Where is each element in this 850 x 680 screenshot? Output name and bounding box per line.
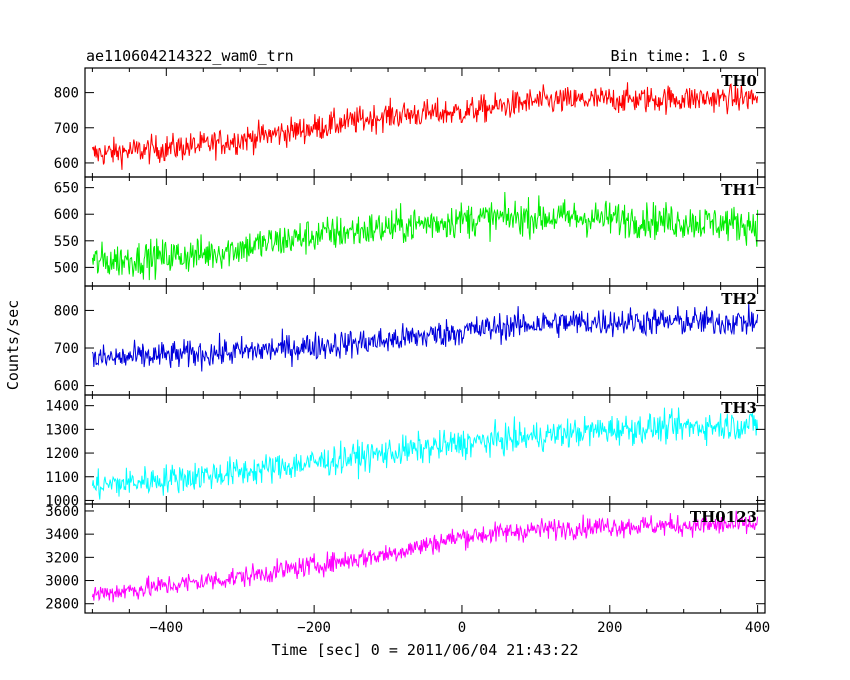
panel-frame	[84, 503, 766, 614]
series-th3	[91, 407, 759, 500]
panel-frame	[84, 176, 766, 287]
panel-th0123: 2800 3000 3200 3400 3600 TH0123	[45, 503, 766, 614]
x-tick-label: 400	[745, 620, 770, 636]
y-tick-label: 550	[54, 234, 79, 250]
y-tick-label: 1400	[45, 399, 79, 415]
x-axis-label: Time [sec] 0 = 2011/06/04 21:43:22	[271, 641, 578, 659]
y-tick-label: 2800	[45, 597, 79, 613]
y-tick-label: 600	[54, 156, 79, 172]
series-label: TH3	[721, 399, 757, 417]
panel-th0: 600 700 800 TH0	[54, 67, 766, 178]
x-tick-label: −400	[149, 620, 183, 636]
y-tick-label: 600	[54, 379, 79, 395]
y-tick-label: 1100	[45, 470, 79, 486]
x-tick-label: −200	[297, 620, 331, 636]
panel-frame	[84, 67, 766, 178]
panel-th3: 1000 1100 1200 1300 1400 TH3	[45, 394, 766, 509]
y-axis-label: Counts/sec	[4, 300, 22, 390]
plot-title: ae110604214322_wam0_trn	[86, 47, 294, 65]
y-tick-label: 1000	[45, 493, 79, 509]
y-tick-label: 1300	[45, 422, 79, 438]
series-th2	[91, 303, 759, 372]
y-tick-label: 700	[54, 341, 79, 357]
series-label: TH0	[721, 72, 757, 90]
series-label: TH0123	[690, 508, 757, 526]
y-tick-label: 3200	[45, 550, 79, 566]
panel-group: 600 700 800 TH0 500 550 600 650 TH1 600 700 800 TH2 1…	[45, 67, 770, 636]
y-tick-label: 800	[54, 86, 79, 102]
series-th0123	[91, 510, 759, 603]
series-label: TH1	[721, 181, 757, 199]
y-tick-label: 650	[54, 181, 79, 197]
series-th0	[91, 82, 759, 170]
bin-time-label: Bin time: 1.0 s	[611, 47, 746, 65]
y-tick-label: 800	[54, 303, 79, 319]
y-tick-label: 3000	[45, 574, 79, 590]
y-tick-label: 1200	[45, 446, 79, 462]
y-tick-label: 700	[54, 121, 79, 137]
y-tick-label: 600	[54, 207, 79, 223]
y-tick-label: 3600	[45, 504, 79, 520]
series-th1	[91, 192, 759, 281]
panel-frame	[84, 394, 766, 505]
x-tick-label: 200	[597, 620, 622, 636]
x-tick-label: 0	[458, 620, 466, 636]
y-tick-label: 500	[54, 260, 79, 276]
y-tick-label: 3400	[45, 527, 79, 543]
series-label: TH2	[721, 290, 757, 308]
panel-th2: 600 700 800 TH2	[54, 285, 766, 396]
panel-th1: 500 550 600 650 TH1	[54, 176, 766, 287]
